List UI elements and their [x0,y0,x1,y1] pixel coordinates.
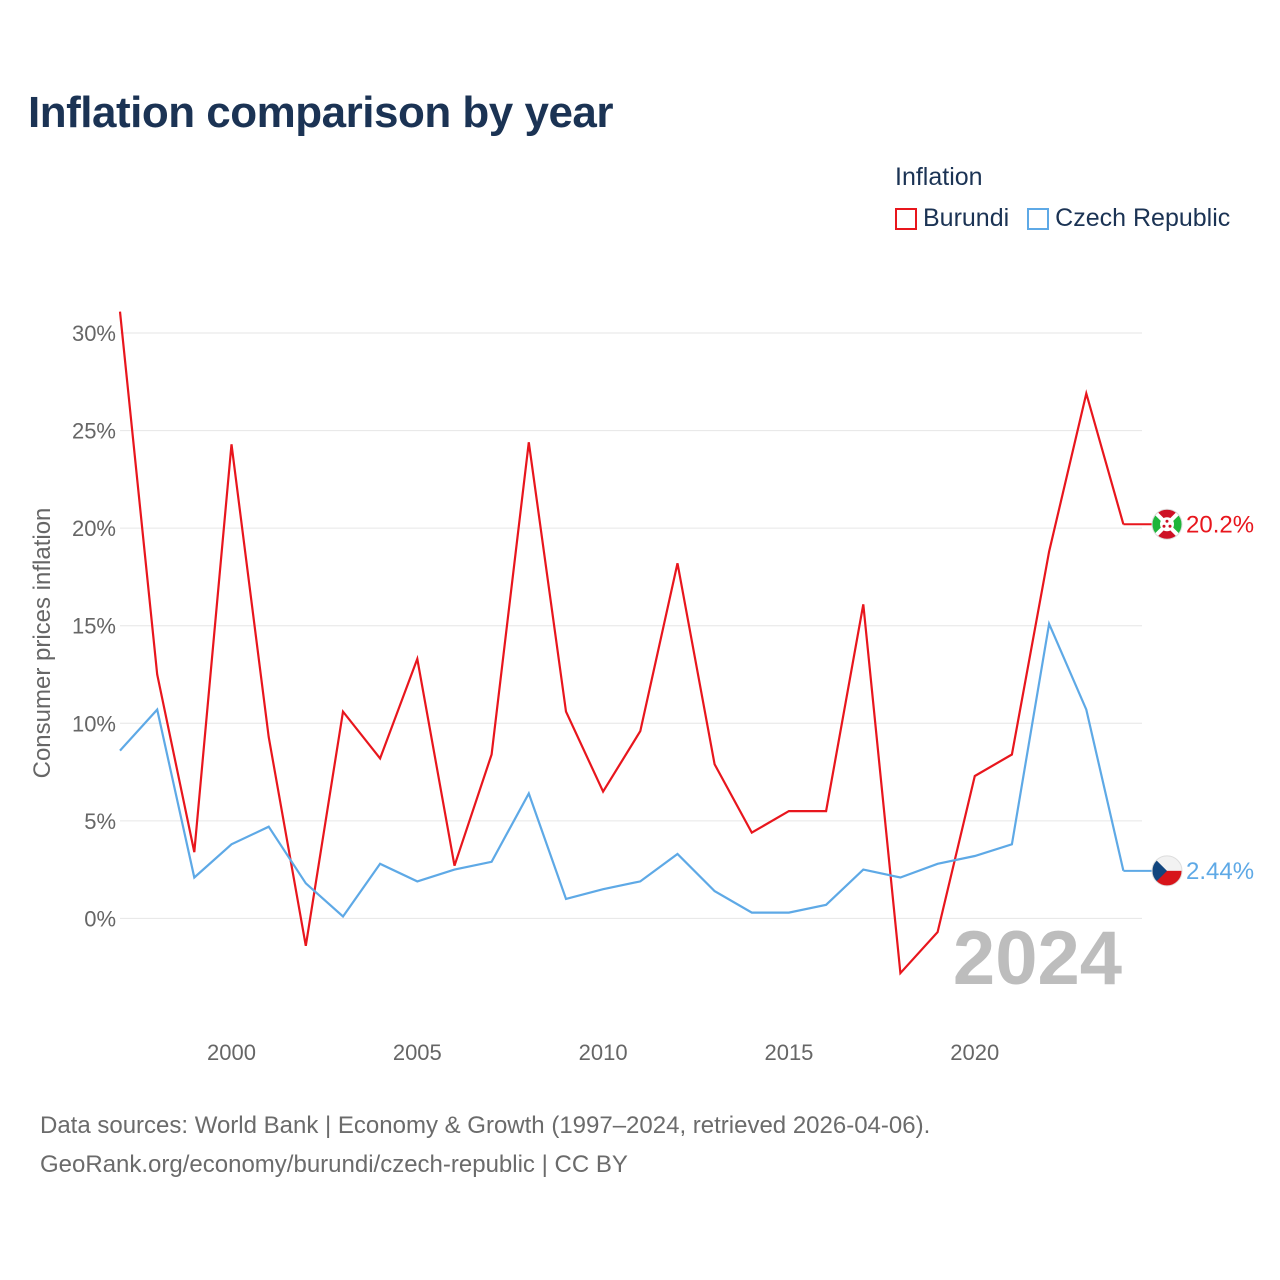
legend-item-burundi[interactable]: Burundi [895,204,1009,233]
footer-sources: Data sources: World Bank | Economy & Gro… [40,1112,931,1139]
y-tick-label-30: 30% [72,321,116,346]
gridlines [120,332,1142,919]
legend-swatch-burundi [895,207,917,230]
series-end-labels: 20.2% 2.44% [1123,508,1254,887]
x-tick-label-2000: 2000 [207,1040,256,1065]
x-tick-label-2015: 2015 [764,1040,813,1065]
footer: Data sources: World Bank | Economy & Gro… [40,1106,930,1184]
x-axis-ticks: 2000 2005 2010 2015 2020 [207,1040,999,1065]
y-tick-label-25: 25% [72,419,116,444]
x-tick-label-2010: 2010 [579,1040,628,1065]
y-axis-ticks: 0% 5% 10% 15% 20% 25% 30% [72,321,116,931]
current-year-watermark: 2024 [953,916,1122,1001]
burundi-flag-icon [1151,508,1183,540]
y-tick-label-10: 10% [72,711,116,736]
legend-item-czech-republic[interactable]: Czech Republic [1027,204,1230,233]
legend-label-burundi: Burundi [923,204,1010,232]
y-axis-title: Consumer prices inflation [29,508,56,779]
legend-label-czech-republic: Czech Republic [1055,204,1231,232]
czech-republic-flag-icon [1151,855,1183,887]
page-title: Inflation comparison by year [28,88,614,137]
end-label-czech-republic: 2.44% [1186,858,1254,885]
y-tick-label-0: 0% [84,906,116,931]
y-tick-label-5: 5% [84,809,116,834]
y-tick-label-20: 20% [72,516,116,541]
series-lines [118,311,1125,976]
x-tick-label-2005: 2005 [393,1040,442,1065]
x-tick-label-2020: 2020 [950,1040,999,1065]
legend-swatch-czech-republic [1027,207,1050,230]
legend: Burundi Czech Republic [895,204,1230,233]
end-label-burundi: 20.2% [1186,511,1254,538]
legend-title: Inflation [895,163,983,191]
series-line-czech-republic [119,619,1125,919]
y-tick-label-15: 15% [72,614,116,639]
footer-link[interactable]: GeoRank.org/economy/burundi/czech-republ… [40,1151,628,1178]
series-line-burundi [118,311,1125,976]
